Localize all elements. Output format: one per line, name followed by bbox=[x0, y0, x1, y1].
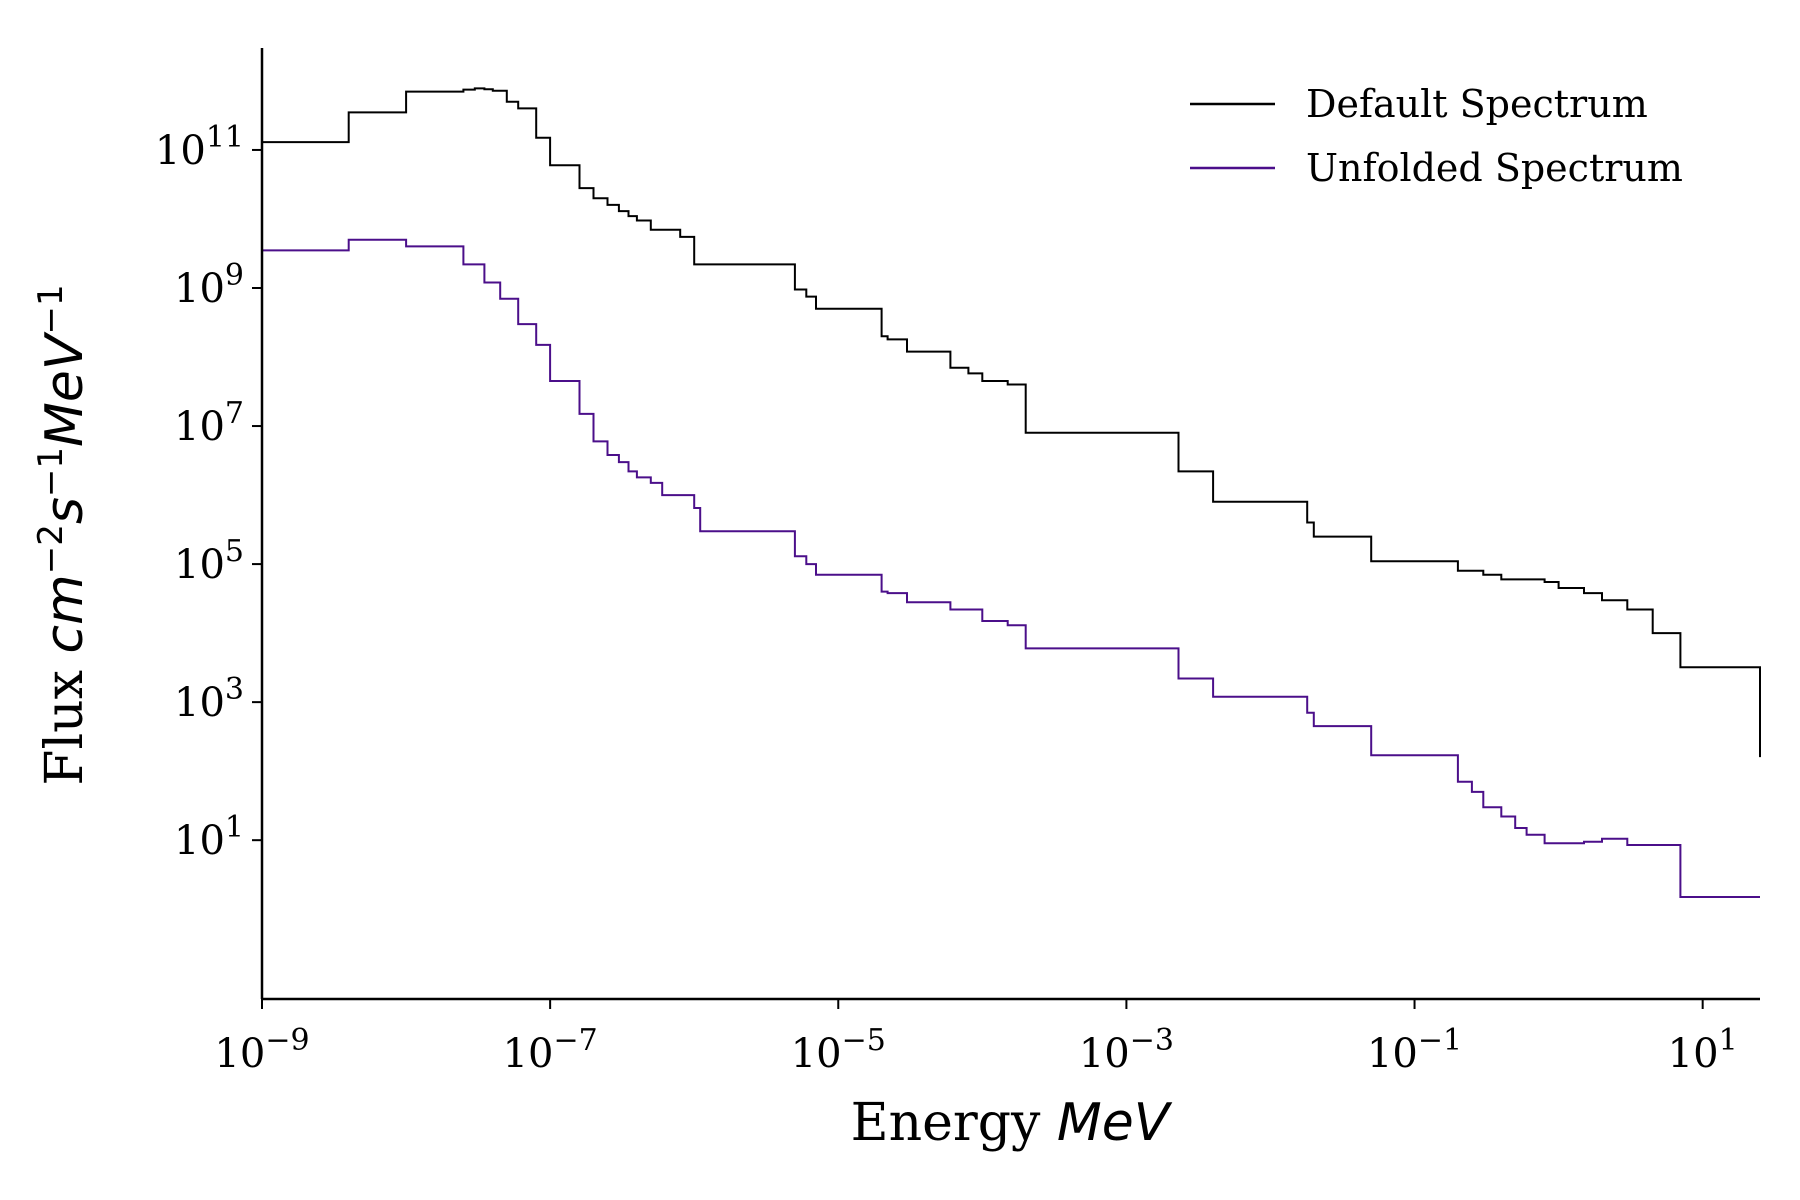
y-axis-label: Flux cm−2s−1MeV−1 bbox=[31, 284, 95, 785]
series-layer bbox=[262, 87, 1761, 898]
series-line-default bbox=[262, 87, 1761, 758]
y-tick-label: 107 bbox=[174, 396, 244, 450]
series-line-unfolded bbox=[262, 238, 1760, 898]
x-axis-label: Energy MeV bbox=[851, 1093, 1173, 1153]
axes-layer bbox=[260, 48, 1760, 1001]
x-tick-label: 10−7 bbox=[503, 1023, 598, 1077]
x-tick-label: 10−1 bbox=[1367, 1023, 1462, 1077]
y-tick-label: 105 bbox=[174, 534, 244, 588]
x-tick-label: 10−5 bbox=[791, 1023, 886, 1077]
y-tick-label: 109 bbox=[174, 258, 244, 312]
x-tick-label: 10−9 bbox=[214, 1023, 309, 1077]
legend: Default Spectrum Unfolded Spectrum bbox=[1190, 82, 1683, 190]
y-ticks: 101 103 105 107 109 1011 bbox=[155, 120, 262, 864]
y-tick-label: 101 bbox=[174, 810, 244, 864]
legend-label-unfolded: Unfolded Spectrum bbox=[1306, 146, 1683, 190]
legend-label-default: Default Spectrum bbox=[1306, 82, 1648, 126]
x-tick-label: 10−3 bbox=[1079, 1023, 1174, 1077]
x-tick-label: 101 bbox=[1668, 1023, 1738, 1077]
x-ticks: 10−9 10−7 10−5 10−3 10−1 101 bbox=[214, 999, 1738, 1077]
y-tick-label: 1011 bbox=[155, 120, 244, 174]
y-tick-label: 103 bbox=[174, 672, 244, 726]
